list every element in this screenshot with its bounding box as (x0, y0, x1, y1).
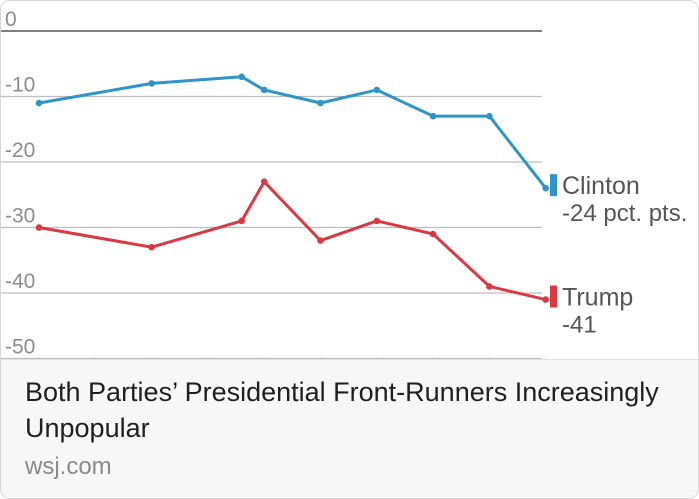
link-preview-caption[interactable]: Both Parties’ Presidential Front-Runners… (1, 359, 698, 498)
legend-swatch-clinton (550, 174, 557, 197)
series-labels: Clinton-24 pct. pts. Trump-41 (550, 172, 687, 339)
data-point (260, 86, 268, 94)
data-point (429, 230, 437, 238)
data-point (373, 217, 381, 225)
data-point (260, 178, 268, 185)
series-value-clinton: -24 pct. pts. (562, 200, 687, 227)
data-point (486, 283, 493, 290)
data-point (238, 73, 245, 81)
gridlines (1, 30, 542, 360)
series-name-clinton: Clinton (562, 172, 640, 200)
data-point (35, 99, 43, 107)
series-lines (35, 73, 549, 303)
data-point (35, 224, 43, 231)
y-tick-label: -40 (5, 270, 35, 293)
data-point (317, 237, 324, 244)
source-domain: wsj.com (25, 453, 112, 480)
data-point (486, 112, 493, 120)
headline[interactable]: Both Parties’ Presidential Front-Runners… (25, 377, 659, 443)
data-point (542, 184, 549, 192)
data-point (429, 112, 437, 120)
legend-swatch-trump (550, 285, 557, 308)
y-tick-label: -50 (5, 336, 35, 359)
chart-area: 0 -10 -20 -30 -40 -50 Clinton -24 pct. pts. Tru… (1, 1, 698, 364)
y-tick-labels: 0 -10 -20 -30 -40 -50 (5, 8, 35, 359)
data-point (148, 80, 155, 87)
y-tick-label: -30 (5, 205, 35, 228)
y-tick-label: -10 (5, 74, 35, 97)
series-name-trump: Trump (562, 284, 633, 312)
data-point (148, 243, 155, 251)
line-chart: 0 -10 -20 -30 -40 -50 Clinton-24 pct. pts. Tru… (1, 8, 687, 364)
y-tick-label: 0 (5, 8, 17, 31)
series-line-trump (38, 180, 547, 302)
data-point (317, 99, 324, 107)
y-tick-label: -20 (5, 139, 35, 162)
data-point (373, 86, 381, 94)
data-point (238, 217, 245, 225)
data-point (542, 296, 549, 303)
series-line-clinton (38, 75, 547, 190)
series-value-trump: -41 (562, 312, 597, 339)
